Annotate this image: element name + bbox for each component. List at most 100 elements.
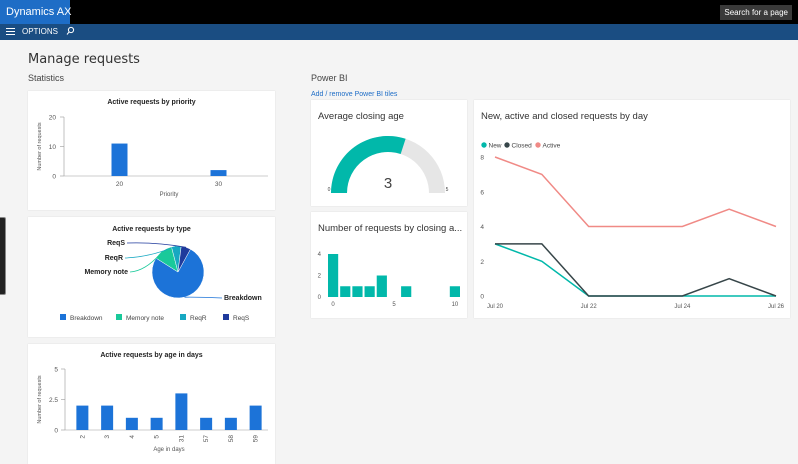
leader-line xyxy=(126,242,187,248)
y-tick-label: 2 xyxy=(318,274,322,280)
y-axis-label: Number of requests xyxy=(37,122,43,171)
legend-swatch xyxy=(60,314,66,320)
x-tick-label: 5 xyxy=(154,435,161,439)
y-tick-label: 4 xyxy=(480,224,484,231)
age-chart: 5 2.5 0 Number of requests Age in days 2 3 4 5 31… xyxy=(37,367,268,453)
x-tick-label: Jul 24 xyxy=(674,304,691,310)
type-chart: Breakdown Memory note ReqR ReqS Breakdown Mem… xyxy=(60,240,262,322)
bar xyxy=(340,286,351,297)
x-tick-label: 2 xyxy=(79,435,86,439)
priority-chart-card[interactable]: Active requests by priority 20 10 0 Number … xyxy=(28,91,275,210)
y-axis-label: Number of requests xyxy=(37,375,43,424)
bar xyxy=(249,405,262,430)
powerbi-label: Power BI xyxy=(311,73,348,83)
chart-title: Active requests by priority xyxy=(107,99,196,106)
age-chart-card[interactable]: Active requests by age in days 5 2.5 0 Numb… xyxy=(28,344,275,464)
bar xyxy=(401,286,412,297)
y-tick-label: 5 xyxy=(54,367,58,374)
gauge-max: 5 xyxy=(446,187,449,193)
series-line xyxy=(494,243,776,297)
side-panel-handle[interactable] xyxy=(0,217,6,295)
bar xyxy=(449,286,460,297)
bar xyxy=(200,417,213,430)
tile-title: Number of requests by closing a... xyxy=(318,223,463,234)
legend-label: ReqS xyxy=(233,315,250,322)
y-tick-label: 0 xyxy=(52,174,56,181)
slice-label: ReqS xyxy=(107,240,125,247)
y-tick-label: 8 xyxy=(480,155,484,162)
x-tick-label: 57 xyxy=(203,435,210,443)
x-tick-label: 20 xyxy=(116,181,124,188)
x-tick-label: Jul 26 xyxy=(768,304,785,310)
slice-label: Breakdown xyxy=(224,295,262,302)
y-tick-label: 0 xyxy=(54,428,58,435)
tile-title: New, active and closed requests by day xyxy=(481,111,648,122)
bar xyxy=(125,417,138,430)
priority-chart: 20 10 0 Number of requests Priority 20 30 xyxy=(37,115,268,198)
statistics-label: Statistics xyxy=(28,73,65,83)
bar xyxy=(364,286,375,297)
legend-label: Memory note xyxy=(126,315,164,322)
x-tick-label: 59 xyxy=(253,435,260,443)
legend-swatch xyxy=(180,314,186,320)
y-tick-label: 6 xyxy=(480,189,484,196)
options-button[interactable]: OPTIONS xyxy=(22,27,59,36)
x-tick-label: Jul 22 xyxy=(581,304,598,310)
requests-by-day-tile[interactable]: New, active and closed requests by day N… xyxy=(474,100,790,318)
bar xyxy=(224,417,237,430)
y-tick-label: 4 xyxy=(318,252,322,258)
average-closing-age-tile[interactable]: Average closing age 3 0 5 xyxy=(311,100,467,206)
legend-swatch xyxy=(116,314,122,320)
x-axis-label: Priority xyxy=(160,192,179,198)
legend-marker xyxy=(481,142,487,148)
search-icon[interactable] xyxy=(64,25,76,37)
slice-label: ReqR xyxy=(105,255,123,262)
chart-title: Active requests by age in days xyxy=(100,352,203,359)
series-line xyxy=(495,243,777,297)
app-title[interactable]: Dynamics AX xyxy=(0,0,71,24)
bar xyxy=(376,275,387,297)
x-tick-label: 0 xyxy=(331,302,335,308)
series-line xyxy=(494,156,777,228)
legend-marker xyxy=(504,142,510,148)
legend-label: Breakdown xyxy=(70,315,103,322)
x-tick-label: 30 xyxy=(215,181,223,188)
type-chart-card[interactable]: Active requests by type Breakdown Memory … xyxy=(28,217,275,337)
action-bar: OPTIONS xyxy=(0,24,798,40)
y-tick-label: 0 xyxy=(318,295,322,301)
bar xyxy=(150,417,163,430)
x-tick-label: 4 xyxy=(129,435,136,439)
hamburger-icon[interactable] xyxy=(6,28,15,36)
y-tick-label: 2.5 xyxy=(49,397,58,404)
legend-label: ReqR xyxy=(190,315,207,322)
x-tick-label: 31 xyxy=(178,435,185,443)
x-axis-label: Age in days xyxy=(153,447,184,453)
x-tick-label: 3 xyxy=(104,435,111,439)
legend-label: Closed xyxy=(512,143,533,150)
gauge-fill xyxy=(331,136,406,193)
y-tick-label: 2 xyxy=(480,259,484,266)
powerbi-tiles-link[interactable]: Add / remove Power BI tiles xyxy=(311,91,398,98)
x-tick-label: Jul 20 xyxy=(487,304,504,310)
bar xyxy=(175,393,188,430)
closing-age-chart: 4 2 0 0 5 10 xyxy=(318,252,460,308)
legend-marker xyxy=(535,142,541,148)
y-tick-label: 0 xyxy=(480,294,484,301)
top-bar: Dynamics AX Search for a page xyxy=(0,0,798,24)
leader-line xyxy=(129,250,163,273)
legend-swatch xyxy=(223,314,229,320)
legend-label: New xyxy=(489,143,502,150)
closing-age-gauge: 3 0 5 xyxy=(328,136,449,193)
bar xyxy=(111,143,128,176)
leader-line xyxy=(124,245,177,259)
bar xyxy=(210,170,227,176)
bar xyxy=(328,254,339,297)
x-tick-label: 5 xyxy=(392,302,396,308)
search-page-button[interactable]: Search for a page xyxy=(720,5,792,20)
y-tick-label: 20 xyxy=(49,115,57,122)
closing-age-histogram-tile[interactable]: Number of requests by closing a... 4 2 0 0 5… xyxy=(311,212,467,318)
leader-line xyxy=(184,296,223,299)
chart-title: Active requests by type xyxy=(112,226,191,233)
bar xyxy=(352,286,363,297)
